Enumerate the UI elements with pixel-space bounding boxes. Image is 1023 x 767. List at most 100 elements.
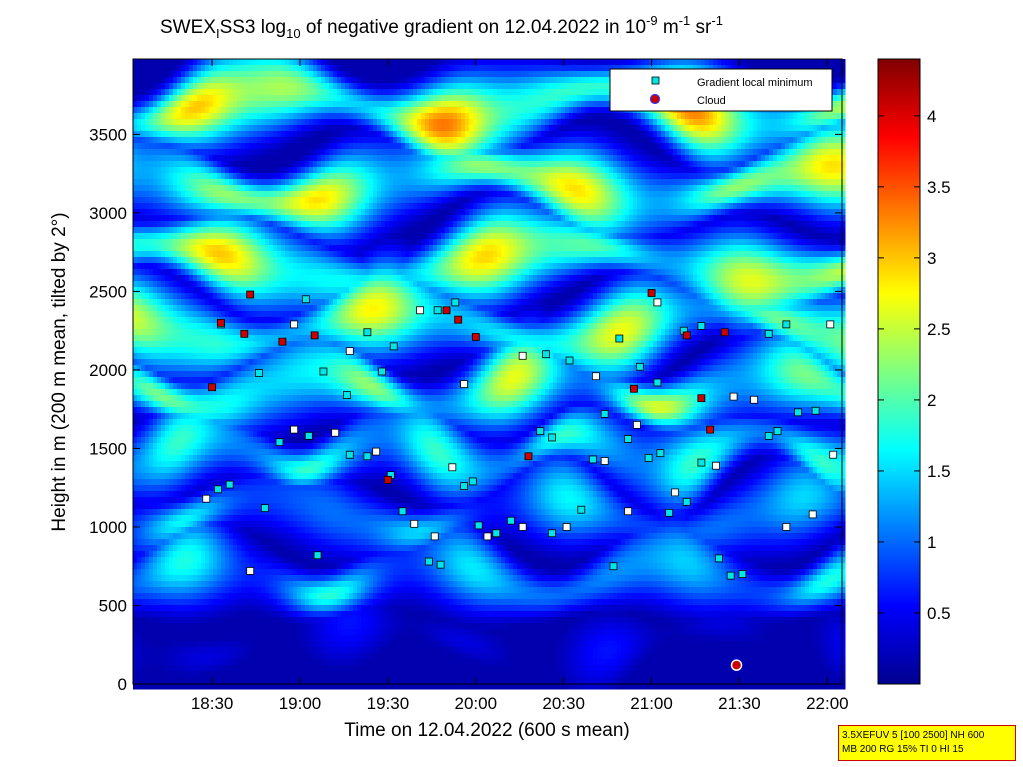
heatmap-cell [305, 323, 310, 330]
heatmap-cell [209, 347, 214, 354]
heatmap-cell [165, 305, 170, 312]
heatmap-cell [205, 293, 210, 300]
heatmap-cell [301, 269, 306, 276]
heatmap-cell [257, 455, 262, 462]
heatmap-cell [293, 503, 298, 510]
heatmap-cell [225, 323, 230, 330]
heatmap-cell [161, 341, 166, 348]
heatmap-cell [165, 395, 170, 402]
heatmap-cell [169, 269, 174, 276]
heatmap-cell [161, 563, 166, 570]
heatmap-cell [189, 263, 194, 270]
heatmap-cell [153, 215, 158, 222]
heatmap-cell [253, 671, 258, 678]
heatmap-cell [317, 77, 322, 84]
heatmap-cell [177, 107, 182, 114]
heatmap-cell [297, 677, 302, 684]
heatmap-cell [269, 419, 274, 426]
heatmap-cell [205, 65, 210, 72]
heatmap-cell [185, 377, 190, 384]
heatmap-cell [133, 443, 138, 450]
heatmap-cell [313, 227, 318, 234]
heatmap-cell [153, 377, 158, 384]
heatmap-cell [137, 551, 142, 558]
heatmap-cell [229, 533, 234, 540]
heatmap-cell [217, 137, 222, 144]
heatmap-cell [141, 203, 146, 210]
heatmap-cell [173, 299, 178, 306]
heatmap-cell [289, 473, 294, 480]
heatmap-cell [281, 251, 286, 258]
heatmap-cell [301, 155, 306, 162]
heatmap-cell [297, 521, 302, 528]
heatmap-cell [257, 587, 262, 594]
heatmap-cell [137, 101, 142, 108]
heatmap-cell [277, 245, 282, 252]
heatmap-cell [201, 563, 206, 570]
heatmap-cell [265, 467, 270, 474]
heatmap-cell [321, 125, 326, 132]
heatmap-cell [205, 353, 210, 360]
heatmap-cell [189, 71, 194, 78]
heatmap-cell [149, 653, 154, 660]
heatmap-cell [221, 287, 226, 294]
heatmap-cell [173, 509, 178, 516]
heatmap-cell [205, 539, 210, 546]
heatmap-cell [313, 671, 318, 678]
heatmap-cell [289, 395, 294, 402]
heatmap-cell [257, 479, 262, 486]
heatmap-cell [241, 503, 246, 510]
heatmap-cell [277, 425, 282, 432]
heatmap-cell [181, 185, 186, 192]
heatmap-cell [153, 383, 158, 390]
heatmap-cell [309, 377, 314, 384]
heatmap-cell [165, 413, 170, 420]
heatmap-cell [181, 503, 186, 510]
heatmap-cell [145, 179, 150, 186]
heatmap-cell [185, 395, 190, 402]
heatmap-cell [249, 395, 254, 402]
heatmap-cell [321, 95, 326, 102]
heatmap-cell [221, 65, 226, 72]
heatmap-cell [269, 137, 274, 144]
heatmap-cell [229, 149, 234, 156]
heatmap-cell [265, 197, 270, 204]
heatmap-cell [241, 251, 246, 258]
heatmap-cell [273, 431, 278, 438]
heatmap-cell [289, 401, 294, 408]
heatmap-cell [177, 677, 182, 684]
heatmap-cell [249, 77, 254, 84]
heatmap-cell [213, 593, 218, 600]
heatmap-cell [145, 437, 150, 444]
heatmap-cell [153, 263, 158, 270]
heatmap-cell [265, 389, 270, 396]
heatmap-cell [133, 359, 138, 366]
heatmap-cell [141, 83, 146, 90]
heatmap-cell [189, 413, 194, 420]
heatmap-cell [265, 173, 270, 180]
heatmap-cell [189, 569, 194, 576]
heatmap-cell [221, 551, 226, 558]
heatmap-cell [177, 479, 182, 486]
heatmap-cell [133, 425, 138, 432]
heatmap-cell [217, 95, 222, 102]
heatmap-cell [173, 245, 178, 252]
heatmap-cell [177, 641, 182, 648]
heatmap-cell [297, 461, 302, 468]
heatmap-cell [169, 101, 174, 108]
heatmap-cell [277, 197, 282, 204]
heatmap-cell [225, 311, 230, 318]
heatmap-cell [297, 527, 302, 534]
heatmap-cell [205, 251, 210, 258]
heatmap-cell [293, 551, 298, 558]
heatmap-cell [149, 191, 154, 198]
heatmap-cell [141, 293, 146, 300]
heatmap-cell [245, 299, 250, 306]
heatmap-cell [317, 203, 322, 210]
heatmap-cell [297, 107, 302, 114]
heatmap-cell [317, 149, 322, 156]
heatmap-cell [285, 293, 290, 300]
heatmap-cell [289, 545, 294, 552]
heatmap-cell [257, 101, 262, 108]
heatmap-cell [153, 605, 158, 612]
